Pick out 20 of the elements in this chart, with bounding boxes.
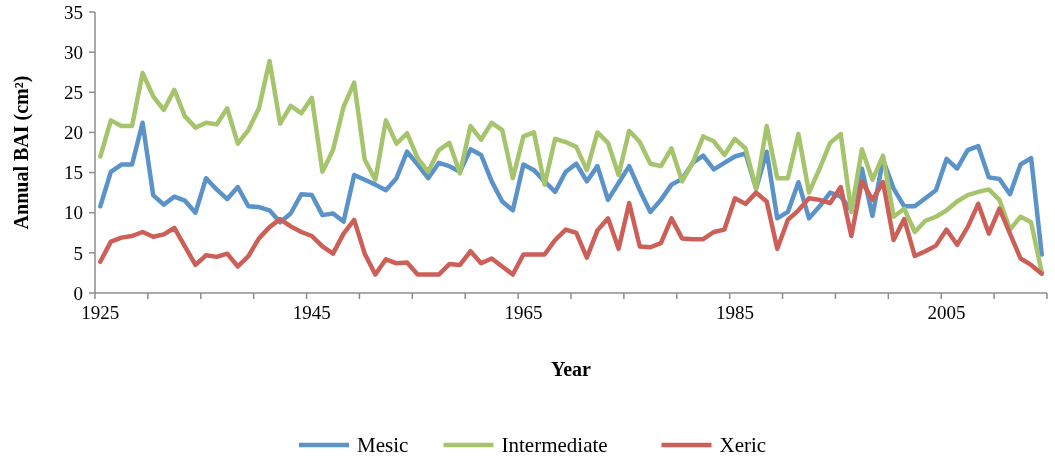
y-axis-title: Annual BAI (cm²): [10, 75, 33, 230]
line-series: [98, 58, 1044, 275]
y-tick-label: 25: [64, 81, 83, 103]
x-tick-label: 1985: [715, 302, 754, 323]
y-tick-label: 30: [64, 41, 83, 63]
x-tick-label: 2005: [927, 302, 966, 323]
y-tick-label: 10: [64, 202, 83, 224]
y-tick-label: 15: [64, 162, 83, 184]
x-tick-label: 1965: [504, 302, 543, 323]
y-tick-label: 35: [64, 1, 83, 23]
line-series: [98, 179, 1044, 277]
legend-label: Mesic: [357, 433, 409, 458]
y-tick-label: 0: [73, 282, 83, 304]
x-tick-label: 1925: [81, 302, 120, 323]
legend-label: Intermediate: [501, 433, 608, 458]
legend-label: Xeric: [719, 433, 767, 458]
y-tick-label: 20: [64, 122, 83, 144]
x-axis-title: Year: [551, 358, 592, 380]
x-tick-label: 1945: [292, 302, 331, 323]
y-tick-label: 5: [73, 242, 83, 264]
